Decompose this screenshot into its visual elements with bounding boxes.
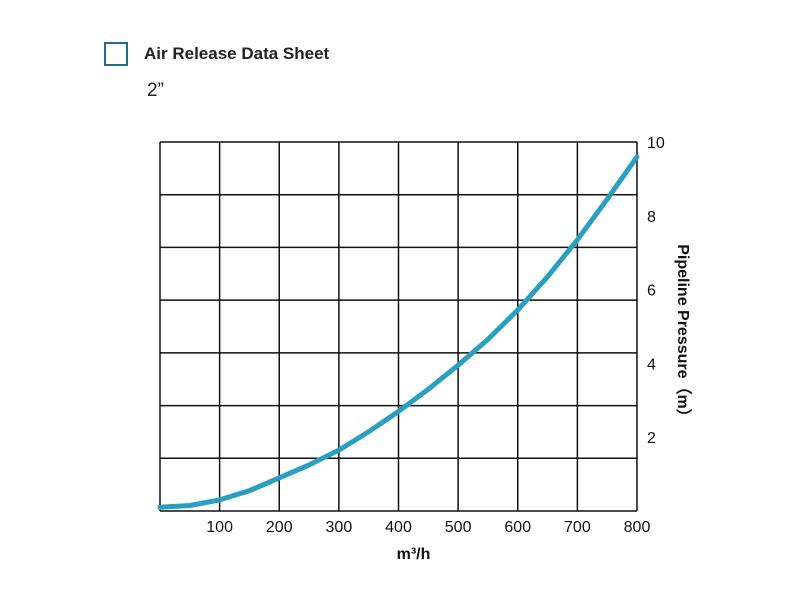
y-tick-label: 4 <box>647 356 656 373</box>
y-tick-label: 8 <box>647 209 656 226</box>
x-axis-label: m³/h <box>397 546 431 563</box>
chart-grid <box>159 141 638 512</box>
size-label: 2” <box>147 80 164 101</box>
y-tick-labels: 2 4 6 8 10 <box>647 135 665 447</box>
chart-series <box>157 154 640 510</box>
pressure-curve-line <box>157 154 640 510</box>
y-tick-label: 10 <box>647 135 665 152</box>
x-tick-label: 800 <box>624 519 651 536</box>
y-tick-label: 6 <box>647 283 656 300</box>
x-tick-label: 400 <box>385 519 412 536</box>
y-tick-label: 2 <box>647 430 656 447</box>
x-tick-label: 300 <box>326 519 353 536</box>
x-tick-label: 700 <box>564 519 591 536</box>
header: Air Release Data Sheet <box>104 42 329 66</box>
y-axis-label: Pipeline Pressure（m） <box>674 244 692 425</box>
x-tick-label: 100 <box>206 519 233 536</box>
page-title: Air Release Data Sheet <box>144 44 330 63</box>
x-tick-label: 200 <box>266 519 293 536</box>
x-tick-label: 600 <box>504 519 531 536</box>
header-checkbox-icon[interactable] <box>104 42 128 66</box>
x-tick-label: 500 <box>445 519 472 536</box>
x-tick-labels: 100 200 300 400 500 600 700 800 <box>206 519 650 536</box>
